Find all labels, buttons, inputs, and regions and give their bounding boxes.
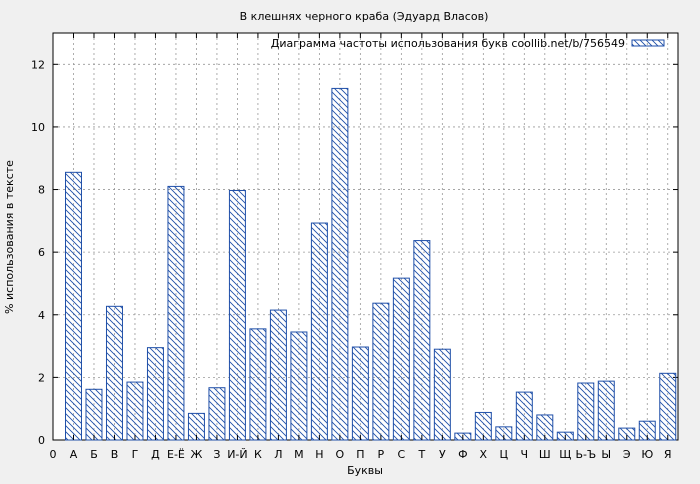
y-tick-label: 4 [38, 309, 45, 322]
bar [290, 331, 308, 441]
bar [208, 387, 226, 441]
bar [392, 277, 410, 441]
bar [228, 189, 246, 441]
x-tick-label: Э [623, 448, 631, 461]
bar [146, 347, 164, 441]
bar [351, 346, 369, 441]
y-tick-label: 8 [38, 184, 45, 197]
bar [331, 87, 349, 441]
legend: Диаграмма частоты использования букв coo… [271, 37, 665, 50]
x-tick-label: А [70, 448, 78, 461]
x-tick-label: Ф [458, 448, 467, 461]
x-tick-label: Р [378, 448, 385, 461]
x-tick-label: И-Й [227, 448, 247, 461]
y-tick-label: 2 [38, 371, 45, 384]
legend-label: Диаграмма частоты использования букв coo… [271, 37, 625, 50]
x-tick-label: Ь-Ъ [575, 448, 596, 461]
x-tick-label: Ж [191, 448, 203, 461]
x-axis: 0 А Б В Г Д Е-Ё Ж З И-Й К Л М Н О П Р С Т У Ф Х Ц Ч Ш Щ Ь-Ъ Ы Э Ю Я [50, 33, 672, 461]
x-tick-label: М [294, 448, 304, 461]
x-tick-label: Ш [539, 448, 551, 461]
x-tick-label: Щ [559, 448, 571, 461]
bar [249, 328, 267, 441]
x-tick-label: Т [417, 448, 425, 461]
bar [433, 348, 451, 441]
bar [577, 382, 595, 441]
y-axis: 0 2 4 6 8 10 12 [31, 58, 678, 447]
bar [269, 309, 287, 441]
x-tick-label: Б [90, 448, 98, 461]
bar [310, 222, 328, 441]
legend-swatch [631, 39, 665, 47]
bar [105, 305, 123, 441]
chart-title: В клешнях черного краба (Эдуард Власов) [240, 10, 489, 23]
x-tick-label: Л [274, 448, 282, 461]
x-tick-label: Ч [521, 448, 529, 461]
bars [65, 87, 677, 441]
bar [167, 185, 185, 441]
y-tick-label: 0 [38, 434, 45, 447]
y-tick-label: 6 [38, 246, 45, 259]
bar [126, 381, 144, 441]
x-tick-label: О [336, 448, 345, 461]
x-tick-label: П [356, 448, 364, 461]
bar [372, 302, 390, 441]
y-tick-label: 12 [31, 58, 45, 71]
x-tick-label: З [213, 448, 220, 461]
bar [597, 380, 615, 441]
x-tick-label: Ю [641, 448, 653, 461]
x-tick-label: Ы [601, 448, 611, 461]
x-axis-label: Буквы [347, 464, 383, 477]
y-tick-label: 10 [31, 121, 45, 134]
x-tick-label: В [111, 448, 119, 461]
x-origin-label: 0 [50, 448, 57, 461]
x-tick-label: Г [132, 448, 139, 461]
bar [85, 388, 103, 441]
x-tick-label: Я [664, 448, 672, 461]
y-axis-label: % использования в тексте [3, 160, 16, 314]
bar [65, 171, 82, 441]
bar [413, 240, 431, 441]
x-tick-label: Х [480, 448, 488, 461]
bar [515, 391, 533, 441]
x-tick-label: Д [151, 448, 160, 461]
x-tick-label: Е-Ё [167, 448, 185, 461]
x-tick-label: Н [315, 448, 323, 461]
x-tick-label: С [398, 448, 406, 461]
x-tick-label: Ц [500, 448, 509, 461]
x-tick-label: К [254, 448, 262, 461]
x-tick-label: У [439, 448, 446, 461]
grid-lines [53, 33, 678, 440]
bar [659, 372, 677, 441]
